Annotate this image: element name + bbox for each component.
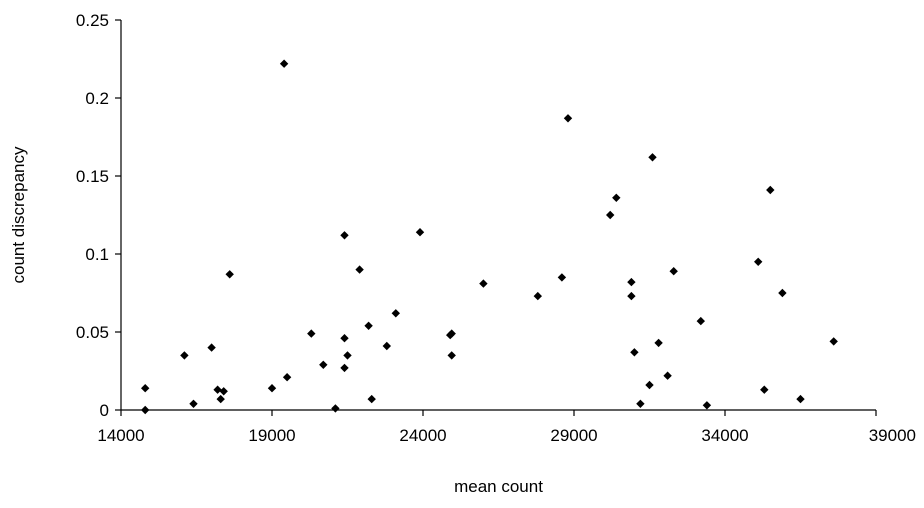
data-point <box>213 385 222 394</box>
data-point <box>415 228 425 237</box>
data-point <box>636 399 645 408</box>
data-point <box>447 329 456 338</box>
x-axis-ticks: 14000 19000 24000 29000 34000 39000 <box>97 410 916 445</box>
data-point <box>340 334 349 343</box>
data-point <box>766 185 775 195</box>
data-point <box>307 329 316 338</box>
data-point <box>216 394 225 404</box>
data-point <box>663 371 672 380</box>
y-axis-ticks: 0 0.05 0.1 0.15 0.2 0.25 <box>76 11 121 420</box>
data-point <box>648 153 657 162</box>
x-axis-title: mean count <box>454 477 543 496</box>
y-tick-label: 0.15 <box>76 167 109 186</box>
data-point <box>696 316 705 326</box>
data-point <box>340 231 349 240</box>
data-point <box>630 348 639 357</box>
data-point <box>343 351 352 360</box>
y-tick-label: 0.2 <box>85 89 109 108</box>
data-point <box>355 265 364 274</box>
data-point <box>282 373 292 382</box>
y-tick-label: 0.1 <box>85 245 109 264</box>
data-point <box>612 193 621 202</box>
y-axis-title: count discrepancy <box>9 146 28 284</box>
data-point <box>702 401 712 410</box>
y-tick-label: 0 <box>100 401 109 420</box>
data-point <box>180 351 189 360</box>
data-point <box>267 384 277 393</box>
data-point <box>796 394 805 404</box>
data-point <box>829 337 838 346</box>
data-point <box>219 387 228 396</box>
data-points <box>141 59 838 415</box>
data-point <box>627 291 636 301</box>
x-tick-label: 14000 <box>97 426 144 445</box>
data-point <box>382 341 391 351</box>
data-point <box>645 380 654 390</box>
data-point <box>557 273 567 282</box>
data-point <box>141 384 150 393</box>
data-point <box>533 291 542 301</box>
data-point <box>627 277 636 287</box>
data-point <box>754 257 763 266</box>
y-tick-label: 0.05 <box>76 323 109 342</box>
data-point <box>331 404 340 413</box>
data-point <box>141 405 150 415</box>
x-tick-label: 29000 <box>550 426 597 445</box>
data-point <box>189 399 198 408</box>
x-tick-label: 39000 <box>869 426 916 445</box>
data-point <box>778 288 787 298</box>
data-point <box>563 114 573 123</box>
data-point <box>479 279 488 288</box>
data-point <box>319 360 328 369</box>
data-point <box>606 210 615 220</box>
data-point <box>669 267 678 276</box>
data-point <box>279 59 289 68</box>
y-tick-label: 0.25 <box>76 11 109 30</box>
data-point <box>340 363 349 373</box>
data-point <box>225 270 234 279</box>
data-point <box>654 338 663 348</box>
x-tick-label: 34000 <box>701 426 748 445</box>
data-point <box>367 394 376 404</box>
data-point <box>760 385 769 394</box>
x-tick-label: 24000 <box>399 426 446 445</box>
data-point <box>391 309 400 318</box>
x-tick-label: 19000 <box>248 426 295 445</box>
data-point <box>447 351 456 360</box>
data-point <box>207 343 216 352</box>
data-point <box>364 321 373 330</box>
